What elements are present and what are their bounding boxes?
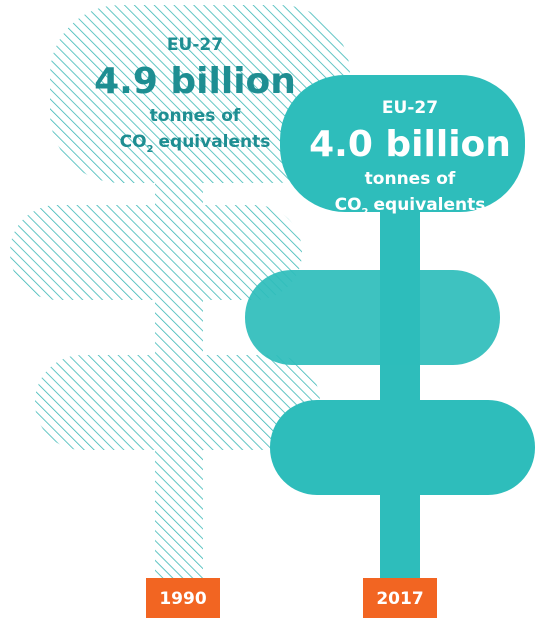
unit-co: CO xyxy=(335,195,362,215)
unit-rest: equivalents xyxy=(159,132,271,152)
value: 4.9 billion xyxy=(94,61,296,102)
unit-co: CO xyxy=(120,132,147,152)
year: 1990 xyxy=(159,589,206,609)
unit: tonnes of xyxy=(150,106,241,126)
year: 2017 xyxy=(376,589,423,609)
region: EU-27 xyxy=(167,35,223,55)
value: 4.0 billion xyxy=(309,124,511,165)
unit: CO2 equivalents xyxy=(120,132,271,155)
unit: tonnes of xyxy=(365,169,456,189)
region: EU-27 xyxy=(382,98,438,118)
year-box xyxy=(146,578,220,618)
unit-rest: equivalents xyxy=(374,195,486,215)
unit-sub: 2 xyxy=(362,207,369,218)
unit-sub: 2 xyxy=(147,144,154,155)
label-1990: EU-27 4.9 billion tonnes of CO2 equivalen… xyxy=(94,35,296,155)
year-box xyxy=(363,578,437,618)
label-2017: EU-27 4.0 billion tonnes of CO2 equivalen… xyxy=(309,98,511,218)
unit: CO2 equivalents xyxy=(335,195,486,218)
tree-2017 xyxy=(245,75,535,580)
tree-1990 xyxy=(10,5,350,580)
